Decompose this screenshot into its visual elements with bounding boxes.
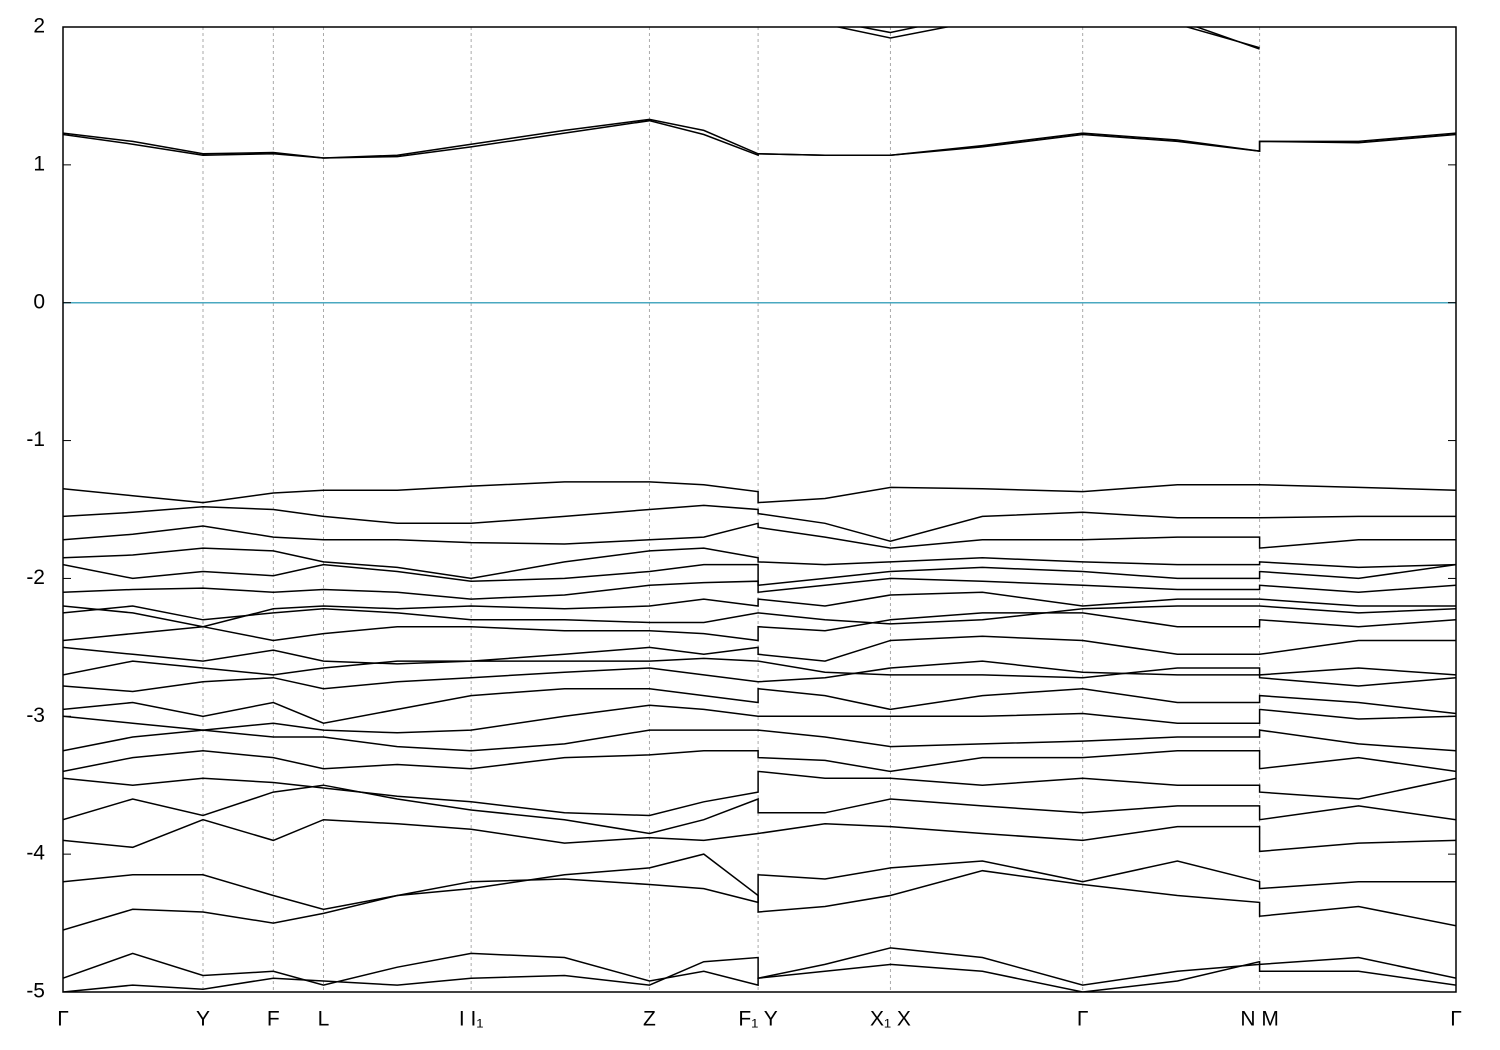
band: [63, 947, 1456, 987]
x-tick-label: F₁ Y: [738, 1008, 777, 1031]
plot-frame: [62, 26, 1457, 993]
x-tick-label: F: [267, 1008, 280, 1031]
x-tick-label: I I₁: [459, 1008, 484, 1031]
bands: [63, 27, 1456, 992]
band: [63, 687, 1456, 724]
labels: 2 1 0 -1 -2 -3 -4 -5 Γ Y F L I I₁ Z F₁ Y X₁ X Γ N M Γ: [26, 15, 1461, 1031]
band: [63, 750, 1456, 773]
band: [63, 591, 1456, 628]
band: [63, 118, 1456, 159]
band: [63, 504, 1456, 542]
x-tick-label: L: [318, 1008, 330, 1031]
y-tick-label: 0: [33, 290, 45, 313]
band: [63, 522, 1456, 549]
x-tick-label: Γ: [1450, 1008, 1462, 1031]
band: [63, 729, 1456, 752]
y-tick-label: -2: [26, 566, 45, 589]
y-tick-label: -3: [26, 704, 45, 727]
x-tick-label: Γ: [1077, 1008, 1089, 1031]
band: [63, 770, 1456, 817]
band: [63, 660, 1456, 693]
y-tick-label: 2: [33, 15, 45, 38]
band: [63, 853, 1456, 931]
band: [857, 27, 1260, 50]
band: [63, 704, 1456, 734]
band: [63, 563, 1456, 587]
x-tick-label: Y: [196, 1008, 210, 1031]
band: [63, 605, 1456, 625]
y-tick-label: -4: [26, 842, 45, 865]
band: [63, 577, 1456, 600]
band: [63, 956, 1456, 992]
band: [63, 481, 1456, 504]
band: [63, 612, 1456, 642]
y-tick-label: -5: [26, 980, 45, 1003]
band: [63, 635, 1456, 665]
x-tick-label: Γ: [57, 1008, 69, 1031]
band: [63, 119, 1456, 159]
band: [63, 818, 1456, 853]
band: [63, 547, 1456, 580]
band: [63, 657, 1456, 679]
y-tick-label: 1: [33, 152, 45, 175]
y-tick-label: -1: [26, 428, 45, 451]
x-tick-label: N M: [1240, 1008, 1279, 1031]
band: [63, 784, 1456, 835]
x-tick-label: Z: [643, 1008, 656, 1031]
x-tick-label: X₁ X: [870, 1008, 911, 1031]
